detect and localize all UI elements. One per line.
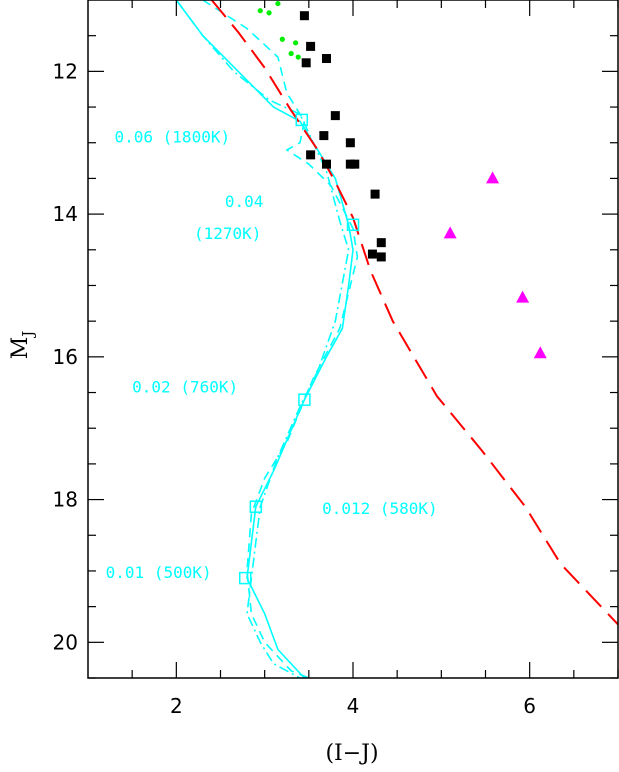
filled-square-marker	[299, 11, 309, 21]
filled-square-marker	[306, 150, 316, 160]
filled-circle-marker	[288, 50, 294, 57]
y-axis-title-main: M	[8, 337, 33, 360]
filled-square-marker	[350, 159, 360, 169]
x-tick-label: 6	[523, 694, 536, 718]
model-curves	[175, 0, 618, 678]
y-tick-label: 20	[53, 630, 78, 654]
filled-triangle-marker	[443, 226, 457, 239]
filled-square-marker	[376, 238, 386, 248]
filled-triangle-marker	[486, 171, 500, 184]
filled-square-marker	[330, 111, 340, 121]
filled-square-marker	[301, 58, 311, 68]
annotation-label: 0.04	[225, 192, 264, 211]
filled-circle-marker	[279, 36, 285, 42]
annotations: 0.06 (1800K) 0.04 (1270K) 0.02 (760K) 0.012 …	[106, 128, 438, 582]
cyan-dashed-curve	[202, 0, 359, 678]
annotation-label: (1270K)	[194, 224, 261, 243]
filled-square-marker	[367, 249, 377, 259]
y-tick-label: 12	[53, 59, 78, 83]
open-square-marker	[298, 393, 311, 406]
cyan-dashdot-curve	[175, 0, 350, 678]
y-tick-label: 18	[53, 488, 78, 512]
red-longdash-curve	[210, 0, 618, 626]
open-square-marker	[238, 571, 252, 585]
axis-ticks: 2 4 6 12 14 16 18 20	[53, 0, 619, 718]
data-markers	[238, 0, 547, 585]
filled-circle-marker	[295, 54, 301, 60]
filled-square-marker	[306, 41, 316, 51]
y-tick-label: 14	[53, 202, 78, 226]
x-tick-label: 4	[347, 694, 360, 718]
x-axis-title: (I−J)	[325, 741, 378, 766]
filled-circle-marker	[257, 8, 263, 14]
filled-square-marker	[376, 252, 386, 262]
annotation-label: 0.01 (500K)	[106, 563, 212, 582]
filled-square-marker	[322, 54, 331, 64]
svg-text:MJ: MJ	[8, 331, 37, 360]
y-tick-label: 16	[53, 345, 78, 369]
filled-square-marker	[322, 159, 331, 169]
annotation-label: 0.012 (580K)	[322, 499, 438, 518]
filled-circle-marker	[266, 10, 272, 16]
x-tick-label: 2	[170, 694, 183, 718]
annotation-label: 0.06 (1800K)	[115, 128, 231, 147]
filled-circle-marker	[292, 40, 299, 46]
annotation-label: 0.02 (760K)	[132, 378, 238, 397]
y-axis-title: MJ	[8, 331, 37, 360]
open-square-marker	[295, 113, 309, 127]
open-square-marker	[249, 500, 263, 513]
filled-square-marker	[345, 138, 355, 148]
filled-circle-marker	[275, 0, 281, 7]
filled-square-marker	[370, 189, 380, 199]
filled-triangle-marker	[516, 290, 530, 303]
filled-square-marker	[319, 131, 329, 141]
y-axis-title-sub: J	[19, 331, 37, 339]
filled-triangle-marker	[533, 346, 547, 359]
open-square-marker	[346, 218, 360, 232]
